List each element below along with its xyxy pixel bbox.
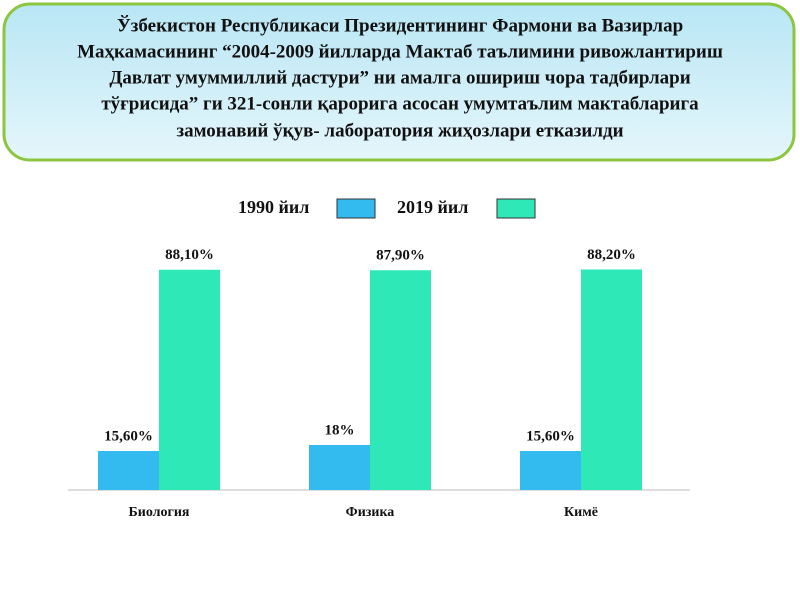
header-line: Ўзбекистон Республикаси Президентининг Ф… <box>117 14 683 36</box>
header-box <box>2 2 796 162</box>
x-tick-label: Биология <box>129 505 190 520</box>
x-tick-label: Физика <box>346 505 395 520</box>
header-line: Маҳкамасининг “2004-2009 йилларда Мактаб… <box>77 41 723 62</box>
data-label: 18% <box>325 422 355 438</box>
data-label: 88,20% <box>587 247 636 263</box>
legend-label: 2019 йил <box>397 197 468 217</box>
bar <box>370 270 431 490</box>
bar <box>309 445 370 490</box>
data-label: 15,60% <box>526 428 575 444</box>
bar <box>98 451 159 490</box>
legend-swatch <box>496 198 536 219</box>
data-label: 87,90% <box>376 248 425 264</box>
data-label: 88,10% <box>165 247 214 263</box>
header-line: замонавий ўқув- лаборатория жиҳозлари ет… <box>176 120 623 141</box>
bar <box>520 451 581 490</box>
bar <box>159 269 220 490</box>
header-line: тўғрисида” ги 321-сонли қарорига асосан … <box>101 93 699 114</box>
legend-swatch <box>336 198 376 219</box>
data-label: 15,60% <box>104 428 153 444</box>
legend-label: 1990 йил <box>238 197 309 217</box>
header-line: Давлат умуммиллий дастури” ни амалга оши… <box>109 67 690 88</box>
bar <box>581 269 642 490</box>
x-tick-label: Кимё <box>564 505 598 520</box>
